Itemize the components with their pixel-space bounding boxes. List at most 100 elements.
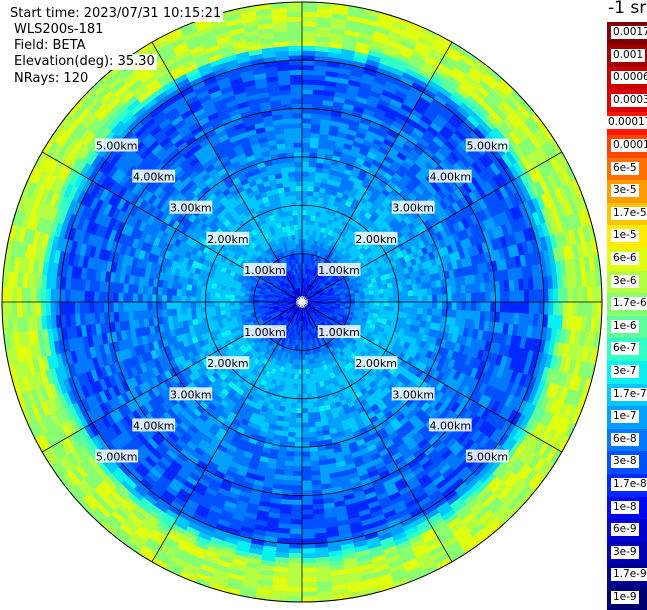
heatmap-cell	[302, 200, 307, 205]
heatmap-cell	[109, 302, 114, 312]
heatmap-cell	[302, 162, 309, 167]
heatmap-cell	[403, 291, 408, 297]
heatmap-cell	[403, 307, 408, 313]
heatmap-cell	[302, 491, 312, 496]
heatmap-cell	[181, 289, 186, 296]
heatmap-cell	[491, 302, 496, 312]
heatmap-cell	[437, 295, 442, 302]
heatmap-cell	[309, 167, 316, 172]
heatmap-cell	[196, 291, 201, 297]
heatmap-cell	[211, 311, 216, 316]
heatmap-cell	[196, 307, 201, 313]
heatmap-cell	[437, 287, 442, 295]
heatmap-cell	[297, 210, 302, 215]
heatmap-cell	[306, 384, 311, 389]
heatmap-cell	[413, 290, 418, 296]
heatmap-cell	[133, 302, 138, 311]
heatmap-cell	[302, 210, 307, 215]
heatmap-cell	[491, 292, 496, 302]
heatmap-cell	[309, 432, 316, 437]
heatmap-cell	[302, 109, 312, 114]
heatmap-cell	[186, 308, 191, 314]
heatmap-cell	[302, 500, 313, 505]
heatmap-cell	[215, 293, 220, 298]
heatmap-cell	[299, 234, 303, 239]
heatmap-cell	[181, 296, 186, 302]
heatmap-cell	[286, 147, 294, 152]
heatmap-cell	[486, 292, 491, 302]
heatmap-cell	[291, 196, 297, 201]
heatmap-cell	[225, 298, 230, 302]
heatmap-cell	[305, 365, 309, 370]
heatmap-cell	[157, 302, 162, 310]
heatmap-cell	[302, 476, 311, 481]
heatmap-cell	[476, 293, 481, 302]
heatmap-cell	[302, 167, 309, 172]
heatmap-cell	[128, 293, 133, 302]
heatmap-cell	[350, 299, 355, 302]
heatmap-cell	[205, 302, 210, 307]
heatmap-cell	[389, 307, 394, 312]
heatmap-cell	[298, 375, 302, 380]
heatmap-cell	[297, 389, 302, 394]
heatmap-cell	[393, 307, 398, 312]
heatmap-cell	[295, 234, 299, 239]
heatmap-cell	[191, 296, 196, 302]
heatmap-cell	[384, 306, 389, 311]
heatmap-cell	[408, 290, 413, 296]
heatmap-cell	[355, 299, 360, 302]
heatmap-cell	[295, 176, 302, 181]
heatmap-cell	[234, 299, 239, 303]
heatmap-cell	[302, 471, 311, 476]
heatmap-cell	[432, 288, 437, 295]
heatmap-cell	[466, 302, 471, 311]
heatmap-cell	[123, 293, 128, 302]
heatmap-cell	[500, 291, 505, 302]
heatmap-cell	[302, 186, 308, 191]
heatmap-cell	[428, 295, 433, 302]
heatmap-cell	[133, 293, 138, 302]
heatmap-cell	[308, 176, 315, 181]
heatmap-cell	[451, 286, 456, 294]
heatmap-cell	[383, 288, 388, 293]
heatmap-cell	[433, 302, 438, 309]
heatmap-cell	[220, 298, 225, 302]
heatmap-cell	[307, 196, 313, 201]
heatmap-cell	[308, 181, 315, 186]
heatmap-cell	[234, 305, 239, 309]
heatmap-cell	[294, 147, 302, 152]
heatmap-cell	[418, 302, 423, 308]
heatmap-cell	[215, 297, 220, 302]
heatmap-cell	[379, 289, 384, 294]
heatmap-cell	[302, 389, 307, 394]
heatmap-cell	[292, 210, 297, 215]
heatmap-cell	[307, 393, 312, 398]
heatmap-cell	[294, 142, 302, 147]
heatmap-cell	[302, 379, 306, 384]
heatmap-cell	[292, 113, 302, 118]
heatmap-cell	[292, 118, 302, 123]
heatmap-cell	[294, 442, 302, 447]
heatmap-cell	[295, 167, 302, 172]
heatmap-cell	[423, 295, 428, 302]
heatmap-cell	[104, 292, 109, 302]
heatmap-cell	[302, 104, 312, 109]
heatmap-cell	[393, 292, 398, 297]
heatmap-cell	[311, 383, 316, 388]
heatmap-cell	[306, 369, 310, 374]
heatmap-cell	[495, 302, 500, 312]
heatmap-cell	[290, 191, 296, 196]
heatmap-cell	[413, 296, 418, 302]
heatmap-cell	[302, 176, 309, 181]
heatmap-cell	[297, 205, 302, 210]
heatmap-cell	[302, 118, 312, 123]
heatmap-cell	[302, 457, 310, 462]
heatmap-cell	[292, 104, 302, 109]
heatmap-cell	[171, 302, 176, 309]
heatmap-cell	[500, 302, 505, 313]
heatmap-cell	[113, 302, 118, 312]
heatmap-cell	[306, 379, 311, 384]
heatmap-cell	[294, 452, 302, 457]
heatmap-cell	[418, 308, 423, 315]
heatmap-cell	[220, 310, 225, 315]
